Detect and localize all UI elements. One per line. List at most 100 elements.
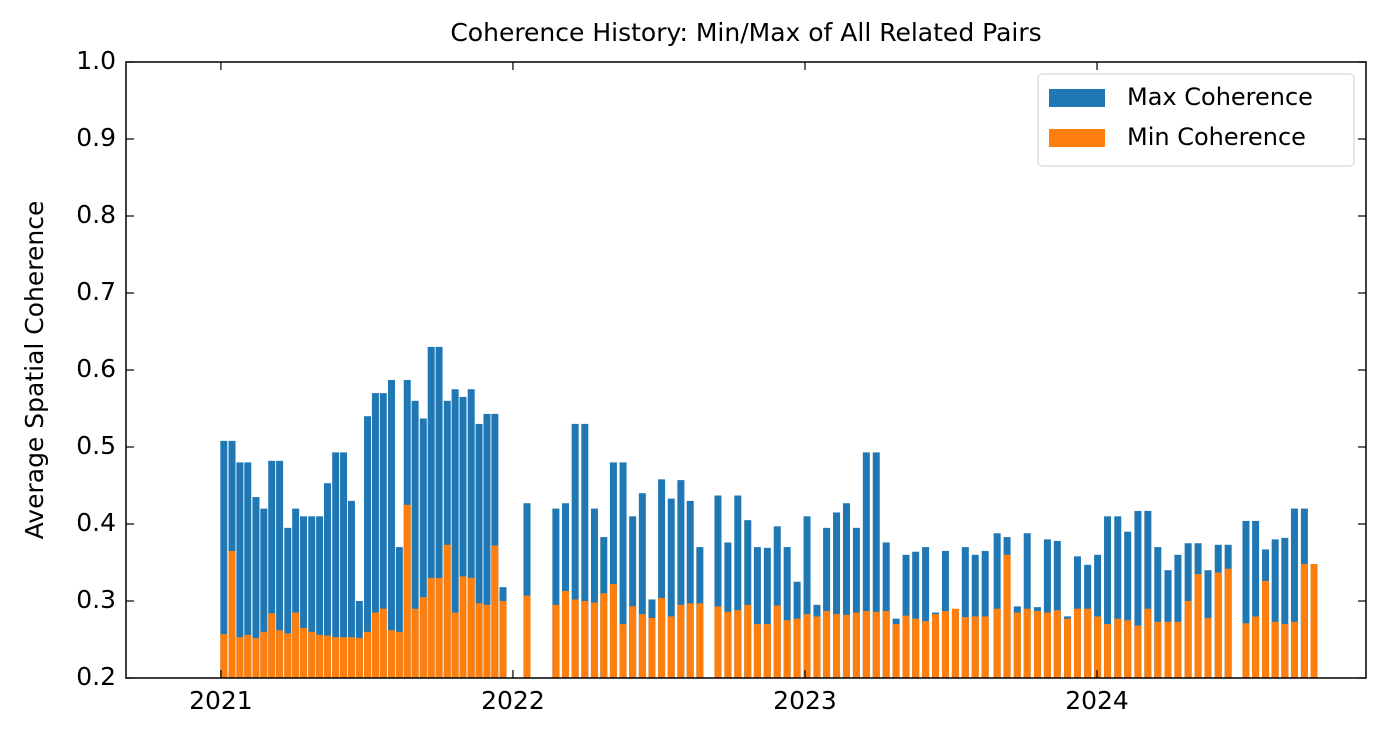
legend-frame — [1037, 73, 1355, 167]
bar — [379, 608, 387, 678]
bar — [677, 604, 685, 678]
bar — [300, 516, 308, 678]
bar — [638, 493, 646, 678]
bar — [1204, 617, 1212, 678]
bar — [236, 462, 244, 678]
bar — [1300, 564, 1308, 678]
bar — [581, 423, 589, 678]
bar — [292, 612, 300, 678]
y-axis-label: Average Spatial Coherence — [20, 201, 49, 540]
bar — [892, 624, 900, 678]
bar — [677, 480, 685, 678]
bar — [714, 606, 722, 678]
bar — [1124, 620, 1132, 678]
bar — [773, 605, 781, 678]
bar — [872, 611, 880, 678]
bar — [292, 508, 300, 678]
bar — [268, 460, 276, 678]
bar — [600, 593, 608, 678]
bar — [842, 614, 850, 678]
bar — [332, 452, 340, 678]
bar — [744, 520, 752, 678]
bar — [371, 393, 379, 678]
bar — [1114, 618, 1122, 678]
bar — [1281, 624, 1289, 678]
bar — [1281, 537, 1289, 678]
bar — [427, 577, 435, 678]
bar — [523, 595, 531, 678]
bar — [1064, 618, 1072, 678]
bar — [842, 503, 850, 678]
bar — [467, 389, 475, 678]
bar — [1094, 616, 1102, 678]
bar — [387, 380, 395, 678]
bar — [667, 498, 675, 678]
chart-title: Coherence History: Min/Max of All Relate… — [450, 18, 1041, 47]
bar — [1224, 568, 1232, 678]
bar — [316, 634, 324, 678]
bar — [629, 606, 637, 678]
bar — [1154, 621, 1162, 678]
y-tick-label: 0.3 — [76, 585, 116, 614]
bar — [714, 495, 722, 678]
bar — [581, 601, 589, 678]
bar — [284, 633, 292, 678]
bar — [1154, 547, 1162, 678]
bar — [260, 631, 268, 678]
bar — [1271, 621, 1279, 678]
bar — [435, 577, 443, 678]
bar — [724, 611, 732, 678]
bar — [1252, 520, 1260, 678]
bar — [648, 617, 656, 678]
bar — [483, 413, 491, 678]
bar — [941, 611, 949, 678]
bar — [371, 612, 379, 678]
bar — [803, 614, 811, 678]
bar — [324, 635, 332, 678]
bar — [316, 516, 324, 678]
bar — [1033, 611, 1041, 678]
x-tick-label: 2021 — [189, 686, 253, 715]
bar — [872, 452, 880, 678]
bar — [1164, 621, 1172, 678]
bar — [753, 624, 761, 678]
bar — [419, 418, 427, 678]
bar — [1104, 624, 1112, 678]
x-tick-label: 2024 — [1065, 686, 1129, 715]
bar — [499, 601, 507, 678]
bar — [467, 577, 475, 678]
bar — [1252, 616, 1260, 678]
bar — [686, 603, 694, 678]
bar — [276, 460, 284, 678]
bar — [324, 483, 332, 678]
y-tick-label: 0.6 — [76, 354, 116, 383]
bar — [734, 495, 742, 678]
bar — [744, 604, 752, 678]
bar — [419, 597, 427, 678]
bar — [922, 547, 930, 678]
bar — [1013, 612, 1021, 678]
bar — [852, 612, 860, 678]
bar — [395, 631, 403, 678]
bar — [803, 516, 811, 678]
bar — [1184, 601, 1192, 678]
y-tick-label: 0.4 — [76, 508, 116, 537]
bar — [590, 602, 598, 678]
bar — [833, 512, 841, 678]
bar — [961, 547, 969, 678]
bar — [244, 462, 252, 678]
bar — [773, 526, 781, 678]
bar — [1290, 621, 1298, 678]
bar — [435, 346, 443, 678]
x-tick-label: 2022 — [481, 686, 545, 715]
bar — [658, 479, 666, 678]
bar — [629, 516, 637, 678]
bar — [236, 637, 244, 678]
bar — [220, 634, 228, 678]
bar — [609, 584, 617, 678]
bar — [823, 527, 831, 678]
bar — [1174, 554, 1182, 678]
bar — [340, 637, 348, 678]
bar — [562, 590, 570, 678]
bar — [1053, 540, 1061, 678]
